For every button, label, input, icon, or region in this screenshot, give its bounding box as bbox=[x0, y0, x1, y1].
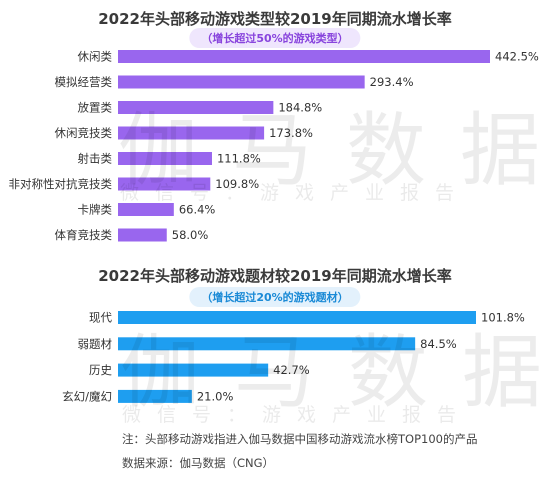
value-label: 58.0% bbox=[172, 228, 209, 242]
category-label: 弱题材 bbox=[78, 337, 113, 351]
bar bbox=[118, 152, 212, 165]
value-label: 111.8% bbox=[217, 152, 261, 166]
category-label: 休闲竞技类 bbox=[55, 126, 113, 140]
chart2-subtitle: （增长超过20%的游戏题材） bbox=[189, 287, 361, 307]
bar bbox=[118, 177, 211, 191]
value-label: 101.8% bbox=[481, 311, 525, 325]
chart1-subtitle: （增长超过50%的游戏类型） bbox=[189, 28, 361, 48]
category-label: 玄幻/魔幻 bbox=[62, 389, 112, 403]
value-label: 442.5% bbox=[495, 50, 539, 64]
bar bbox=[118, 311, 476, 324]
value-label: 109.8% bbox=[215, 177, 259, 191]
bar bbox=[118, 50, 490, 63]
bar bbox=[118, 203, 174, 216]
bar bbox=[118, 126, 265, 140]
value-label: 173.8% bbox=[269, 126, 313, 140]
category-label: 放置类 bbox=[78, 101, 113, 115]
footnote: 注：头部移动游戏指进入伽马数据中国移动游戏流水榜TOP100的产品 bbox=[122, 432, 478, 446]
category-label: 现代 bbox=[89, 311, 112, 325]
bar bbox=[118, 363, 269, 377]
category-label: 卡牌类 bbox=[78, 203, 113, 217]
data-source: 数据来源：伽马数据（CNG） bbox=[122, 456, 275, 470]
chart2-svg: 现代 101.8% 弱题材 84.5% 历史 42.7% 玄幻/魔幻 21.0% bbox=[62, 311, 525, 404]
category-label: 休闲类 bbox=[78, 50, 113, 64]
bar bbox=[118, 75, 365, 89]
value-label: 184.8% bbox=[278, 101, 322, 115]
category-label: 非对称性对抗竞技类 bbox=[9, 177, 113, 191]
bar bbox=[118, 228, 167, 242]
category-label: 历史 bbox=[89, 363, 112, 377]
category-label: 模拟经营类 bbox=[55, 75, 113, 89]
chart2-title: 2022年头部移动游戏题材较2019年同期流水增长率 bbox=[98, 267, 452, 285]
chart1-title: 2022年头部移动游戏类型较2019年同期流水增长率 bbox=[98, 10, 452, 28]
category-label: 射击类 bbox=[78, 152, 113, 166]
value-label: 293.4% bbox=[370, 75, 414, 89]
value-label: 21.0% bbox=[197, 389, 234, 403]
chart1-svg: 休闲类 442.5% 模拟经营类 293.4% 放置类 184.8% 休闲竞技类 173.8%… bbox=[9, 50, 539, 243]
bar bbox=[118, 337, 416, 351]
bar bbox=[118, 389, 192, 403]
category-label: 体育竞技类 bbox=[55, 228, 113, 242]
value-label: 66.4% bbox=[179, 203, 216, 217]
value-label: 42.7% bbox=[273, 363, 310, 377]
bar bbox=[118, 101, 274, 114]
value-label: 84.5% bbox=[420, 337, 457, 351]
